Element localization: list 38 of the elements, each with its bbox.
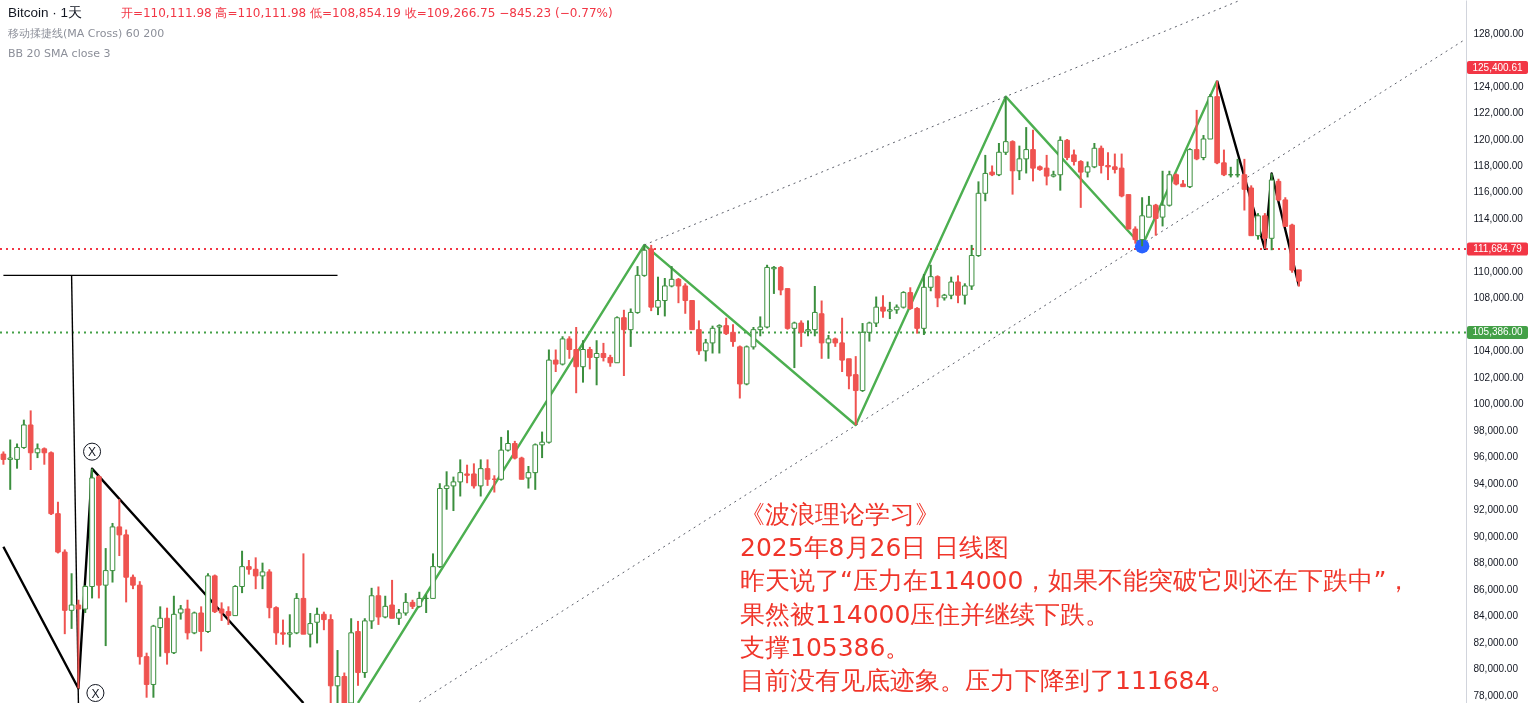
- y-tick-label: 90,000.00: [1473, 530, 1519, 542]
- y-tick-label: 124,000.00: [1473, 80, 1524, 92]
- ref-line-label: 111,684.79: [1473, 243, 1523, 255]
- y-tick-label: 116,000.00: [1473, 186, 1524, 198]
- annotation: BB 20 SMA close 3: [8, 47, 111, 60]
- y-tick-label: 120,000.00: [1473, 133, 1524, 145]
- y-tick-label: 102,000.00: [1473, 371, 1524, 383]
- y-tick-label: 84,000.00: [1473, 610, 1519, 622]
- y-tick-label: 82,000.00: [1473, 636, 1519, 648]
- y-tick-label: 110,000.00: [1473, 265, 1524, 277]
- data-label: X: [91, 686, 100, 701]
- annotation: 支撑105386。: [740, 632, 911, 662]
- y-tick-label: 108,000.00: [1473, 292, 1524, 304]
- y-tick-label: 86,000.00: [1473, 583, 1519, 595]
- annotation: 目前没有见底迹象。压力下降到了111684。: [740, 666, 1236, 695]
- text: 开=110,111.98 高=110,111.98 低=108,854.19 收=109,266.75 −845.23 (−0.77%): [120, 6, 613, 20]
- y-tick-label: 114,000.00: [1473, 212, 1524, 224]
- annotation: 昨天说了“压力在114000，如果不能突破它则还在下跌中”，: [740, 566, 1412, 596]
- y-tick-label: 128,000.00: [1473, 27, 1524, 39]
- ref-line-label: 105,386.00: [1472, 326, 1523, 338]
- y-tick-label: 80,000.00: [1473, 663, 1519, 675]
- y-tick-label: 92,000.00: [1473, 504, 1519, 516]
- y-tick-label: 96,000.00: [1473, 451, 1519, 463]
- annotation: 2025年8月26日 日线图: [740, 533, 1010, 563]
- data-label: X: [88, 445, 97, 460]
- y-tick-label: 118,000.00: [1473, 159, 1524, 171]
- y-tick-label: 88,000.00: [1473, 557, 1519, 569]
- chart-title: Bitcoin · 1天: [8, 5, 83, 20]
- annotation: 移动揉捷线(MA Cross) 60 200: [8, 27, 165, 40]
- annotation: 《波浪理论学习》: [740, 500, 940, 529]
- y-tick-label: 78,000.00: [1473, 689, 1519, 701]
- y-tick-label: 122,000.00: [1473, 107, 1524, 119]
- y-tick-label: 104,000.00: [1473, 345, 1524, 357]
- annotation: 果然被114000压住并继续下跌。: [740, 599, 1111, 629]
- y-tick-label: 98,000.00: [1473, 424, 1519, 436]
- y-tick-label: 94,000.00: [1473, 477, 1519, 489]
- y-tick-label: 100,000.00: [1473, 398, 1524, 410]
- text: 125,400.61: [1472, 61, 1523, 73]
